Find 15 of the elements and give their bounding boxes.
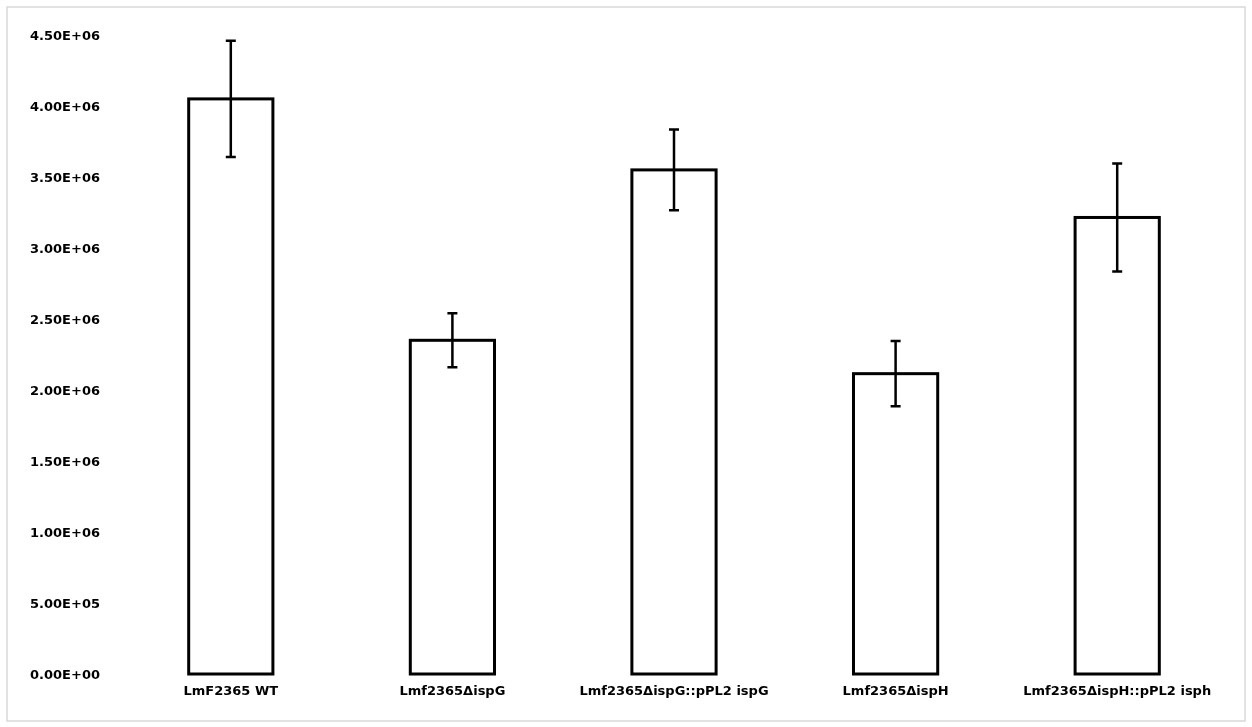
y-tick-label: 3.00E+06 [30,240,100,256]
y-tick-label: 2.50E+06 [30,311,100,327]
x-tick-label: Lmf2365ΔispH [842,683,949,699]
x-tick-label: Lmf2365ΔispH::pPL2 isph [1023,683,1212,699]
y-tick-label: 0.00E+00 [30,666,100,682]
x-tick-label: LmF2365 WT [183,683,279,699]
x-tick-label: Lmf2365ΔispG::pPL2 ispG [579,683,769,699]
y-tick-label: 4.50E+06 [30,27,100,43]
y-tick-label: 2.00E+06 [30,382,100,398]
y-tick-label: 3.50E+06 [30,169,100,185]
y-tick-label: 4.00E+06 [30,98,100,114]
y-tick-label: 1.00E+06 [30,524,100,540]
y-tick-label: 1.50E+06 [30,453,100,469]
x-tick-label: Lmf2365ΔispG [399,683,506,699]
y-tick-label: 5.00E+05 [30,595,100,611]
